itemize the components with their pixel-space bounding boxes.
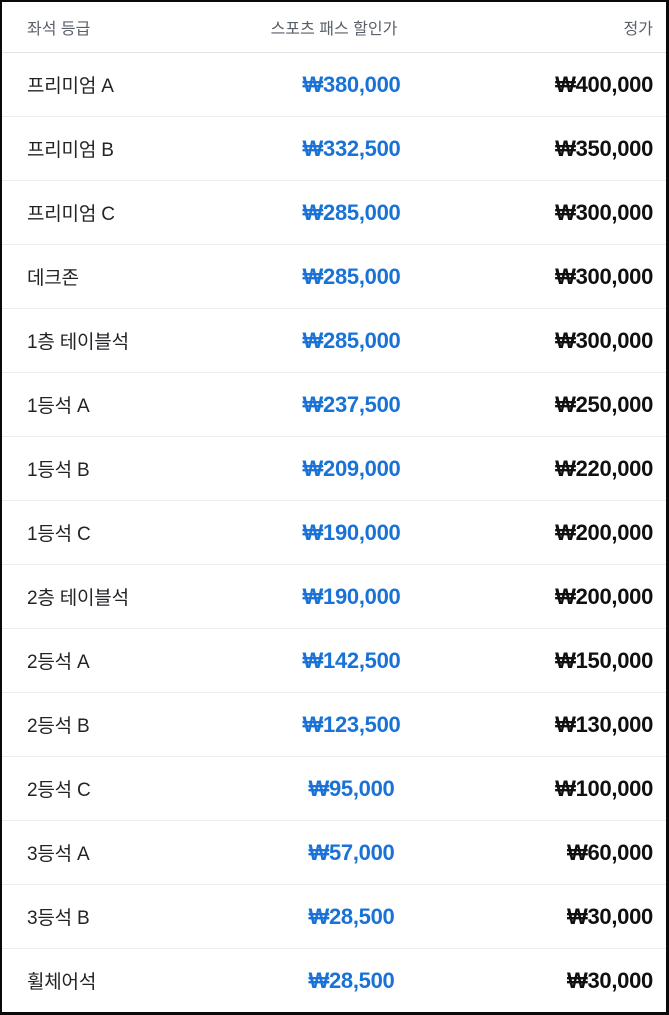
seat-class-label: 1등석 C	[27, 524, 91, 545]
table-header-row: 좌석 등급 스포츠 패스 할인가 정가	[2, 2, 666, 53]
discount-price-value: ₩285,000	[302, 327, 401, 353]
seat-class-label: 3등석 A	[27, 844, 90, 865]
seat-class-label: 프리미엄 C	[27, 204, 115, 225]
table-row: 1등석 B ₩209,000 ₩220,000	[2, 436, 666, 500]
table-row: 1등석 C ₩190,000 ₩200,000	[2, 500, 666, 564]
seat-class-label: 프리미엄 A	[27, 76, 114, 97]
table-row: 2등석 B ₩123,500 ₩130,000	[2, 692, 666, 756]
discount-price-value: ₩95,000	[308, 775, 395, 801]
regular-price-value: ₩150,000	[555, 647, 653, 673]
discount-price-value: ₩237,500	[302, 391, 401, 417]
discount-price-value: ₩285,000	[302, 199, 401, 225]
table-row: 프리미엄 B ₩332,500 ₩350,000	[2, 116, 666, 180]
discount-price-value: ₩190,000	[302, 519, 401, 545]
column-header-regular-price: 정가	[623, 21, 653, 38]
seat-class-label: 2등석 C	[27, 780, 91, 801]
discount-price-value: ₩285,000	[302, 263, 401, 289]
table-row: 휠체어석 ₩28,500 ₩30,000	[2, 948, 666, 1012]
seat-class-label: 2등석 A	[27, 652, 90, 673]
table-row: 프리미엄 A ₩380,000 ₩400,000	[2, 53, 666, 116]
regular-price-value: ₩300,000	[555, 199, 653, 225]
seat-class-label: 1등석 A	[27, 396, 90, 417]
regular-price-value: ₩30,000	[567, 903, 653, 929]
discount-price-value: ₩332,500	[302, 135, 401, 161]
discount-price-value: ₩57,000	[308, 839, 395, 865]
seat-class-label: 1층 테이블석	[27, 332, 129, 353]
regular-price-value: ₩100,000	[555, 775, 653, 801]
regular-price-value: ₩300,000	[555, 327, 653, 353]
regular-price-value: ₩200,000	[555, 519, 653, 545]
discount-price-value: ₩28,500	[308, 967, 395, 993]
column-header-seat-class: 좌석 등급	[27, 21, 91, 38]
discount-price-value: ₩123,500	[302, 711, 401, 737]
seat-class-label: 2등석 B	[27, 716, 90, 737]
discount-price-value: ₩380,000	[302, 71, 401, 97]
regular-price-value: ₩250,000	[555, 391, 653, 417]
discount-price-value: ₩142,500	[302, 647, 401, 673]
regular-price-value: ₩200,000	[555, 583, 653, 609]
regular-price-value: ₩300,000	[555, 263, 653, 289]
column-header-sports-pass-discount: 스포츠 패스 할인가	[270, 21, 398, 38]
table-body: 프리미엄 A ₩380,000 ₩400,000 프리미엄 B ₩332,500…	[2, 53, 666, 1012]
seat-class-label: 프리미엄 B	[27, 140, 114, 161]
regular-price-value: ₩60,000	[567, 839, 653, 865]
seat-class-label: 데크존	[27, 268, 79, 289]
table-row: 3등석 A ₩57,000 ₩60,000	[2, 820, 666, 884]
regular-price-value: ₩30,000	[567, 967, 653, 993]
seat-class-label: 2층 테이블석	[27, 588, 129, 609]
table-row: 2등석 C ₩95,000 ₩100,000	[2, 756, 666, 820]
table-row: 2등석 A ₩142,500 ₩150,000	[2, 628, 666, 692]
discount-price-value: ₩190,000	[302, 583, 401, 609]
regular-price-value: ₩350,000	[555, 135, 653, 161]
discount-price-value: ₩209,000	[302, 455, 401, 481]
regular-price-value: ₩130,000	[555, 711, 653, 737]
regular-price-value: ₩220,000	[555, 455, 653, 481]
table-row: 3등석 B ₩28,500 ₩30,000	[2, 884, 666, 948]
seat-class-label: 1등석 B	[27, 460, 90, 481]
table-row: 1층 테이블석 ₩285,000 ₩300,000	[2, 308, 666, 372]
regular-price-value: ₩400,000	[555, 71, 653, 97]
discount-price-value: ₩28,500	[308, 903, 395, 929]
table-row: 2층 테이블석 ₩190,000 ₩200,000	[2, 564, 666, 628]
table-row: 프리미엄 C ₩285,000 ₩300,000	[2, 180, 666, 244]
seat-class-label: 3등석 B	[27, 908, 90, 929]
seat-class-label: 휠체어석	[27, 972, 97, 993]
table-row: 데크존 ₩285,000 ₩300,000	[2, 244, 666, 308]
table-row: 1등석 A ₩237,500 ₩250,000	[2, 372, 666, 436]
